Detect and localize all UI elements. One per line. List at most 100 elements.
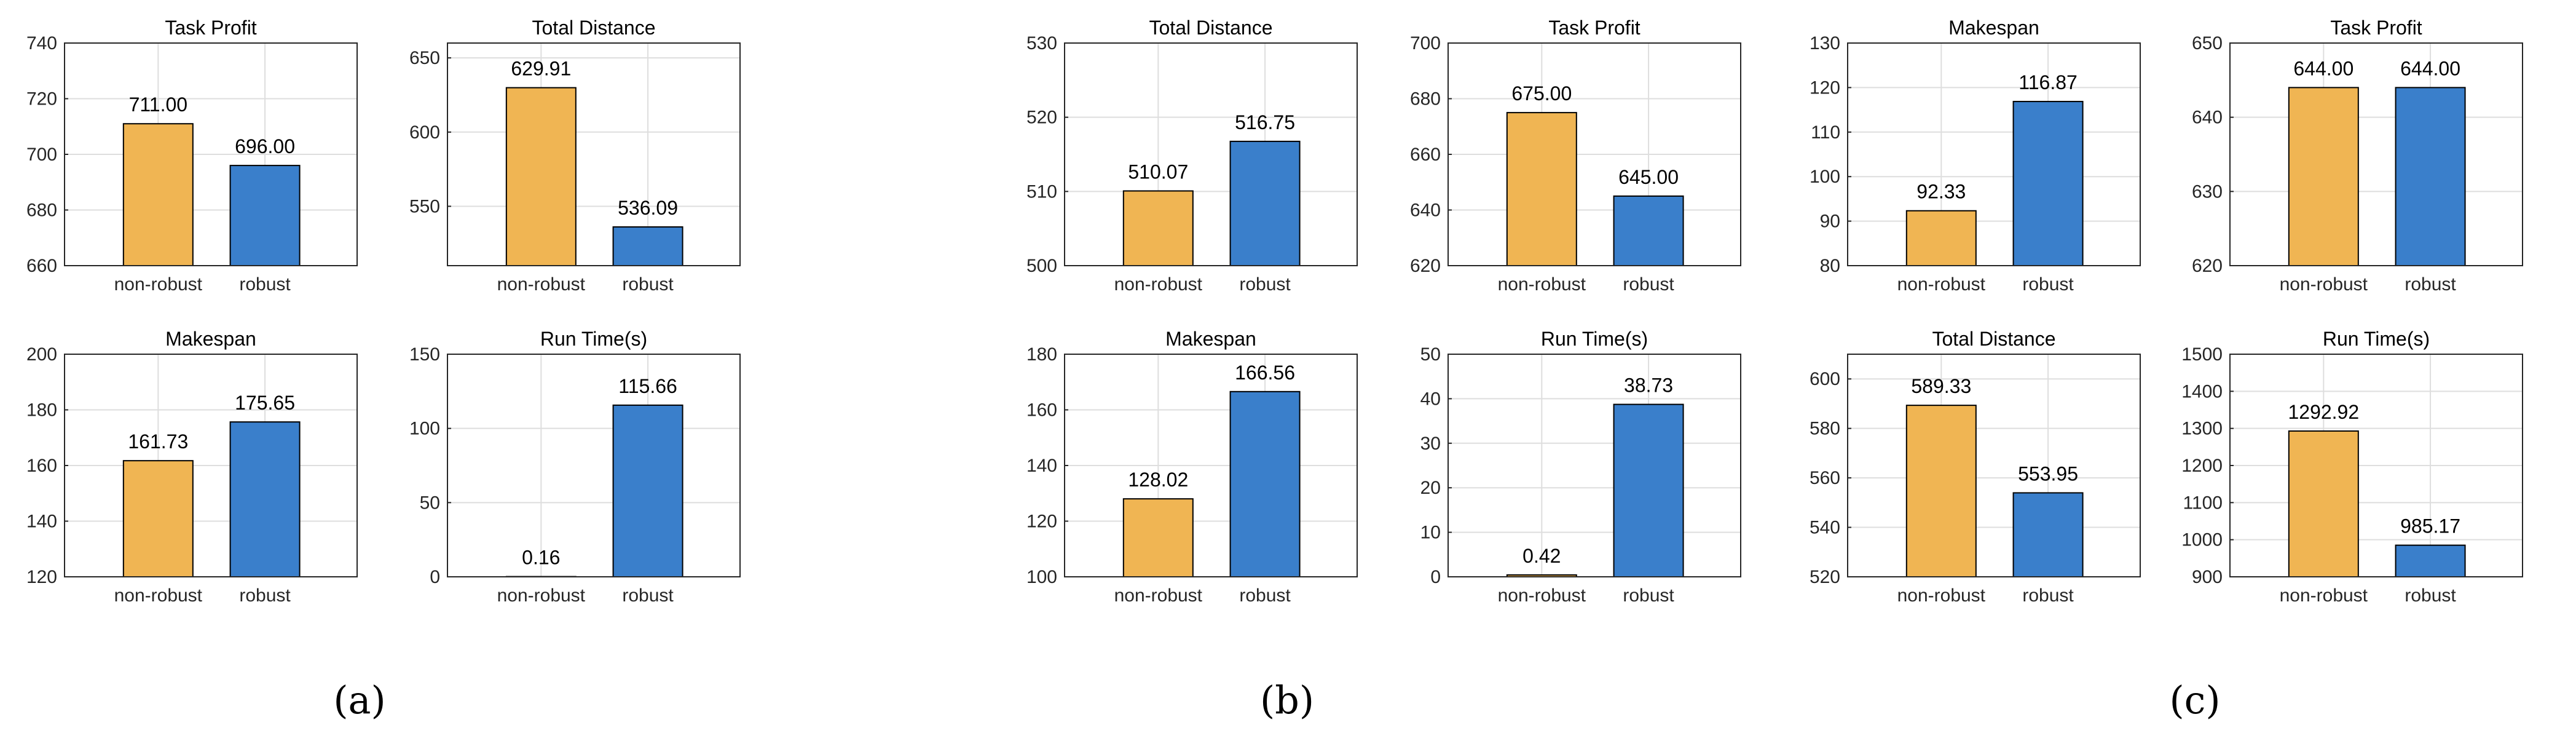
chart-c-total-distance-ytick-label-2: 560 xyxy=(1810,468,1840,488)
chart-b-task-profit-ytick-label-2: 660 xyxy=(1410,145,1441,165)
chart-a-makespan-value-label-non-robust: 161.73 xyxy=(128,430,188,453)
chart-c-total-distance-axes xyxy=(1847,354,2141,577)
chart-c-makespan-title: Makespan xyxy=(1948,17,2039,39)
chart-c-task-profit-title: Task Profit xyxy=(2330,17,2422,39)
chart-b-makespan-ytick-label-1: 120 xyxy=(1026,512,1057,532)
chart-c-task-profit-ytick-label-2: 640 xyxy=(2192,108,2223,128)
chart-a-run-time-s-ytick-label-2: 100 xyxy=(409,419,440,439)
chart-c-run-time-s-value-label-non-robust: 1292.92 xyxy=(2288,401,2359,423)
chart-a-task-profit-xtick-label-robust: robust xyxy=(239,274,291,295)
chart-b-task-profit-xtick-label-robust: robust xyxy=(1623,274,1674,295)
chart-c-makespan-ytick-label-2: 100 xyxy=(1810,167,1840,187)
chart-c-total-distance: 589.33 553.95 520 540 560 580 600 non-robust rob… xyxy=(1810,328,2141,606)
chart-b-task-profit: 675.00 645.00 620 640 660 680 700 non-robust rob… xyxy=(1410,17,1741,295)
chart-a-task-profit-ytick-label-3: 720 xyxy=(26,89,57,109)
chart-a-makespan-bar-robust xyxy=(229,421,301,578)
panel-label-b: (b) xyxy=(1260,678,1314,723)
chart-a-task-profit-value-label-non-robust: 711.00 xyxy=(129,93,188,116)
chart-c-run-time-s-ytick-label-0: 900 xyxy=(2192,567,2223,587)
chart-c-task-profit-value-label-robust: 644.00 xyxy=(2400,57,2460,79)
chart-c-makespan-ytick-label-1: 90 xyxy=(1820,212,1840,232)
chart-a-run-time-s-xtick-label-non-robust: non-robust xyxy=(497,585,586,606)
chart-b-task-profit-bar-non-robust xyxy=(1506,112,1577,266)
chart-c-total-distance-ytick-label-0: 520 xyxy=(1810,567,1840,587)
chart-c-run-time-s: 1292.92 985.17 900 1000 1100 1200 1300 1400 1500… xyxy=(2181,328,2523,606)
chart-b-task-profit-value-label-robust: 645.00 xyxy=(1618,166,1679,188)
chart-b-total-distance-ytick-label-2: 520 xyxy=(1026,108,1057,128)
chart-a-run-time-s-title: Run Time(s) xyxy=(540,328,647,350)
chart-b-total-distance-bar-non-robust xyxy=(1122,190,1194,267)
chart-c-task-profit-ytick-label-1: 630 xyxy=(2192,181,2223,202)
chart-b-run-time-s: 0.42 38.73 0 10 20 30 40 50 non-robust robust Run … xyxy=(1420,328,1741,606)
chart-c-run-time-s-xtick-label-robust: robust xyxy=(2405,585,2456,606)
chart-a-total-distance-bar-robust xyxy=(612,226,683,266)
chart-a-task-profit-bar-robust xyxy=(229,165,301,266)
chart-b-total-distance-ytick-label-0: 500 xyxy=(1026,256,1057,276)
chart-b-makespan-xtick-label-robust: robust xyxy=(1239,585,1291,606)
chart-a-makespan-ytick-label-4: 200 xyxy=(26,344,57,365)
chart-c-total-distance-ytick-label-4: 600 xyxy=(1810,369,1840,389)
chart-a-run-time-s-ytick-label-3: 150 xyxy=(409,344,440,365)
chart-a-run-time-s-xtick-label-robust: robust xyxy=(622,585,674,606)
chart-c-task-profit-value-label-non-robust: 644.00 xyxy=(2293,57,2353,79)
chart-b-total-distance-xtick-label-robust: robust xyxy=(1239,274,1291,295)
chart-a-total-distance-ytick-label-0: 550 xyxy=(409,196,440,216)
chart-b-total-distance: 510.07 516.75 500 510 520 530 non-robust robust… xyxy=(1026,17,1358,295)
chart-b-makespan-ytick-label-0: 100 xyxy=(1026,567,1057,587)
chart-b-total-distance-ytick-label-1: 510 xyxy=(1026,181,1057,202)
chart-b-total-distance-value-label-robust: 516.75 xyxy=(1235,111,1295,133)
chart-c-makespan-value-label-non-robust: 92.33 xyxy=(1916,181,1966,203)
chart-c-task-profit-xtick-label-non-robust: non-robust xyxy=(2280,274,2368,295)
panel-label-c: (c) xyxy=(2169,678,2220,723)
chart-a-makespan: 161.73 175.65 120 140 160 180 200 non-robust rob… xyxy=(26,328,358,606)
chart-c-run-time-s-ytick-label-5: 1400 xyxy=(2181,381,2223,402)
chart-c-total-distance-value-label-robust: 553.95 xyxy=(2018,462,2078,485)
chart-b-total-distance-title: Total Distance xyxy=(1149,17,1273,39)
chart-c-makespan-xtick-label-non-robust: non-robust xyxy=(1897,274,1986,295)
chart-a-task-profit: 711.00 696.00 660 680 700 720 740 non-robust rob… xyxy=(26,17,358,295)
chart-b-run-time-s-axes xyxy=(1448,354,1741,577)
chart-a-makespan-xtick-label-robust: robust xyxy=(239,585,291,606)
chart-b-total-distance-value-label-non-robust: 510.07 xyxy=(1128,160,1188,183)
chart-c-task-profit: 644.00 644.00 620 630 640 650 non-robust robust… xyxy=(2192,17,2523,295)
chart-c-makespan-value-label-robust: 116.87 xyxy=(2019,71,2078,93)
chart-c-total-distance-bar-non-robust xyxy=(1905,405,1977,577)
chart-a-total-distance-ytick-label-2: 650 xyxy=(409,48,440,68)
chart-a-task-profit-xtick-label-non-robust: non-robust xyxy=(114,274,203,295)
chart-c-makespan-ytick-label-3: 110 xyxy=(1811,122,1840,143)
chart-c-makespan-ytick-label-5: 130 xyxy=(1810,33,1840,53)
chart-c-task-profit-ytick-label-3: 650 xyxy=(2192,33,2223,53)
chart-a-task-profit-bar-non-robust xyxy=(122,123,194,266)
chart-a-total-distance-value-label-non-robust: 629.91 xyxy=(511,58,571,80)
chart-b-makespan-ytick-label-4: 180 xyxy=(1026,344,1057,365)
chart-b-task-profit-ytick-label-4: 700 xyxy=(1410,33,1441,53)
chart-b-makespan-ytick-label-2: 140 xyxy=(1026,456,1057,476)
chart-b-makespan-ytick-label-3: 160 xyxy=(1026,400,1057,421)
chart-a-makespan-ytick-label-3: 180 xyxy=(26,400,57,421)
chart-b-total-distance-bar-robust xyxy=(1229,140,1301,266)
chart-b-task-profit-ytick-label-3: 680 xyxy=(1410,89,1441,109)
chart-c-run-time-s-ytick-label-1: 1000 xyxy=(2181,530,2223,550)
chart-a-total-distance-value-label-robust: 536.09 xyxy=(618,197,678,219)
chart-b-run-time-s-value-label-robust: 38.73 xyxy=(1624,374,1673,397)
chart-c-run-time-s-title: Run Time(s) xyxy=(2323,328,2430,350)
chart-b-total-distance-ytick-label-3: 530 xyxy=(1026,33,1057,53)
chart-a-task-profit-ytick-label-2: 700 xyxy=(26,145,57,165)
chart-c-makespan-ytick-label-4: 120 xyxy=(1810,77,1840,98)
chart-c-task-profit-bar-robust xyxy=(2395,87,2466,266)
chart-a-run-time-s-value-label-non-robust: 0.16 xyxy=(522,547,560,569)
chart-b-task-profit-ytick-label-1: 640 xyxy=(1410,200,1441,221)
chart-a-makespan-ytick-label-2: 160 xyxy=(26,456,57,476)
chart-b-run-time-s-bar-robust xyxy=(1613,403,1684,577)
chart-a-makespan-ytick-label-1: 140 xyxy=(26,512,57,532)
chart-c-run-time-s-value-label-robust: 985.17 xyxy=(2400,515,2460,537)
chart-c-task-profit-axes xyxy=(2229,42,2523,266)
chart-b-run-time-s-ytick-label-0: 0 xyxy=(1430,567,1441,587)
chart-b-run-time-s-xtick-label-robust: robust xyxy=(1623,585,1674,606)
chart-b-makespan-bar-robust xyxy=(1229,390,1301,577)
chart-a-total-distance: 629.91 536.09 550 600 650 non-robust robust Tot… xyxy=(409,17,741,295)
chart-a-total-distance-ytick-label-1: 600 xyxy=(409,122,440,143)
chart-b-makespan-bar-non-robust xyxy=(1122,498,1194,577)
chart-a-makespan-ytick-label-0: 120 xyxy=(26,567,57,587)
